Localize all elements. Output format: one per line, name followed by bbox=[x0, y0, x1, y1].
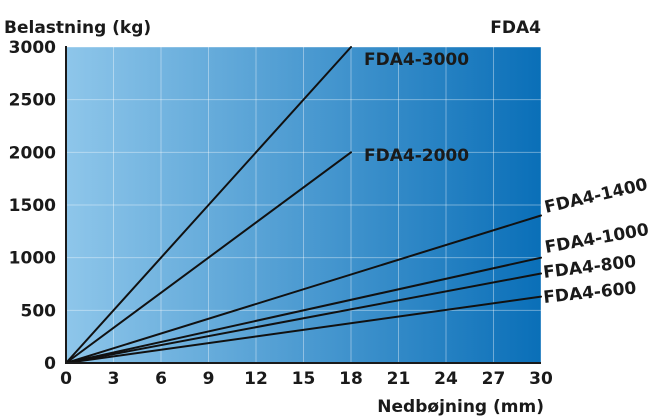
x-tick-label: 30 bbox=[529, 369, 553, 389]
x-tick-label: 6 bbox=[155, 369, 167, 389]
x-tick-label: 12 bbox=[244, 369, 268, 389]
series-label: FDA4-800 bbox=[542, 252, 637, 283]
series-line bbox=[65, 151, 352, 364]
y-tick-label: 500 bbox=[21, 301, 57, 321]
x-tick-label: 24 bbox=[434, 369, 458, 389]
series-label: FDA4-600 bbox=[542, 278, 637, 308]
x-tick-label: 0 bbox=[60, 369, 72, 389]
series-lines bbox=[65, 46, 542, 364]
series-line bbox=[65, 46, 352, 364]
grid bbox=[65, 46, 542, 364]
y-tick-label: 1000 bbox=[9, 249, 56, 269]
x-tick-label: 3 bbox=[108, 369, 120, 389]
x-tick-label: 9 bbox=[203, 369, 215, 389]
series-line bbox=[65, 256, 542, 364]
y-tick-labels: 0 500 1000 1500 2000 2500 3000 bbox=[9, 38, 56, 374]
chart-title: FDA4 bbox=[490, 18, 541, 38]
y-tick-label: 3000 bbox=[9, 38, 56, 58]
y-tick-label: 2500 bbox=[9, 91, 56, 111]
series-line bbox=[65, 295, 542, 364]
x-axis-label: Nedbøjning (mm) bbox=[377, 397, 544, 417]
x-tick-label: 18 bbox=[339, 369, 363, 389]
x-tick-label: 21 bbox=[387, 369, 411, 389]
x-tick-labels: 0 3 6 9 12 15 18 21 24 27 30 bbox=[60, 369, 553, 389]
series-label: FDA4-3000 bbox=[364, 50, 469, 70]
axes bbox=[65, 46, 541, 364]
series-label: FDA4-1400 bbox=[543, 175, 650, 218]
x-tick-label: 15 bbox=[292, 369, 316, 389]
y-tick-label: 2000 bbox=[9, 143, 56, 163]
y-tick-label: 0 bbox=[44, 354, 56, 374]
y-tick-label: 1500 bbox=[9, 196, 56, 216]
series-line bbox=[65, 214, 542, 364]
y-axis-label: Belastning (kg) bbox=[4, 18, 151, 38]
series-label: FDA4-2000 bbox=[364, 146, 469, 166]
series-line bbox=[65, 272, 542, 364]
x-tick-label: 27 bbox=[482, 369, 506, 389]
